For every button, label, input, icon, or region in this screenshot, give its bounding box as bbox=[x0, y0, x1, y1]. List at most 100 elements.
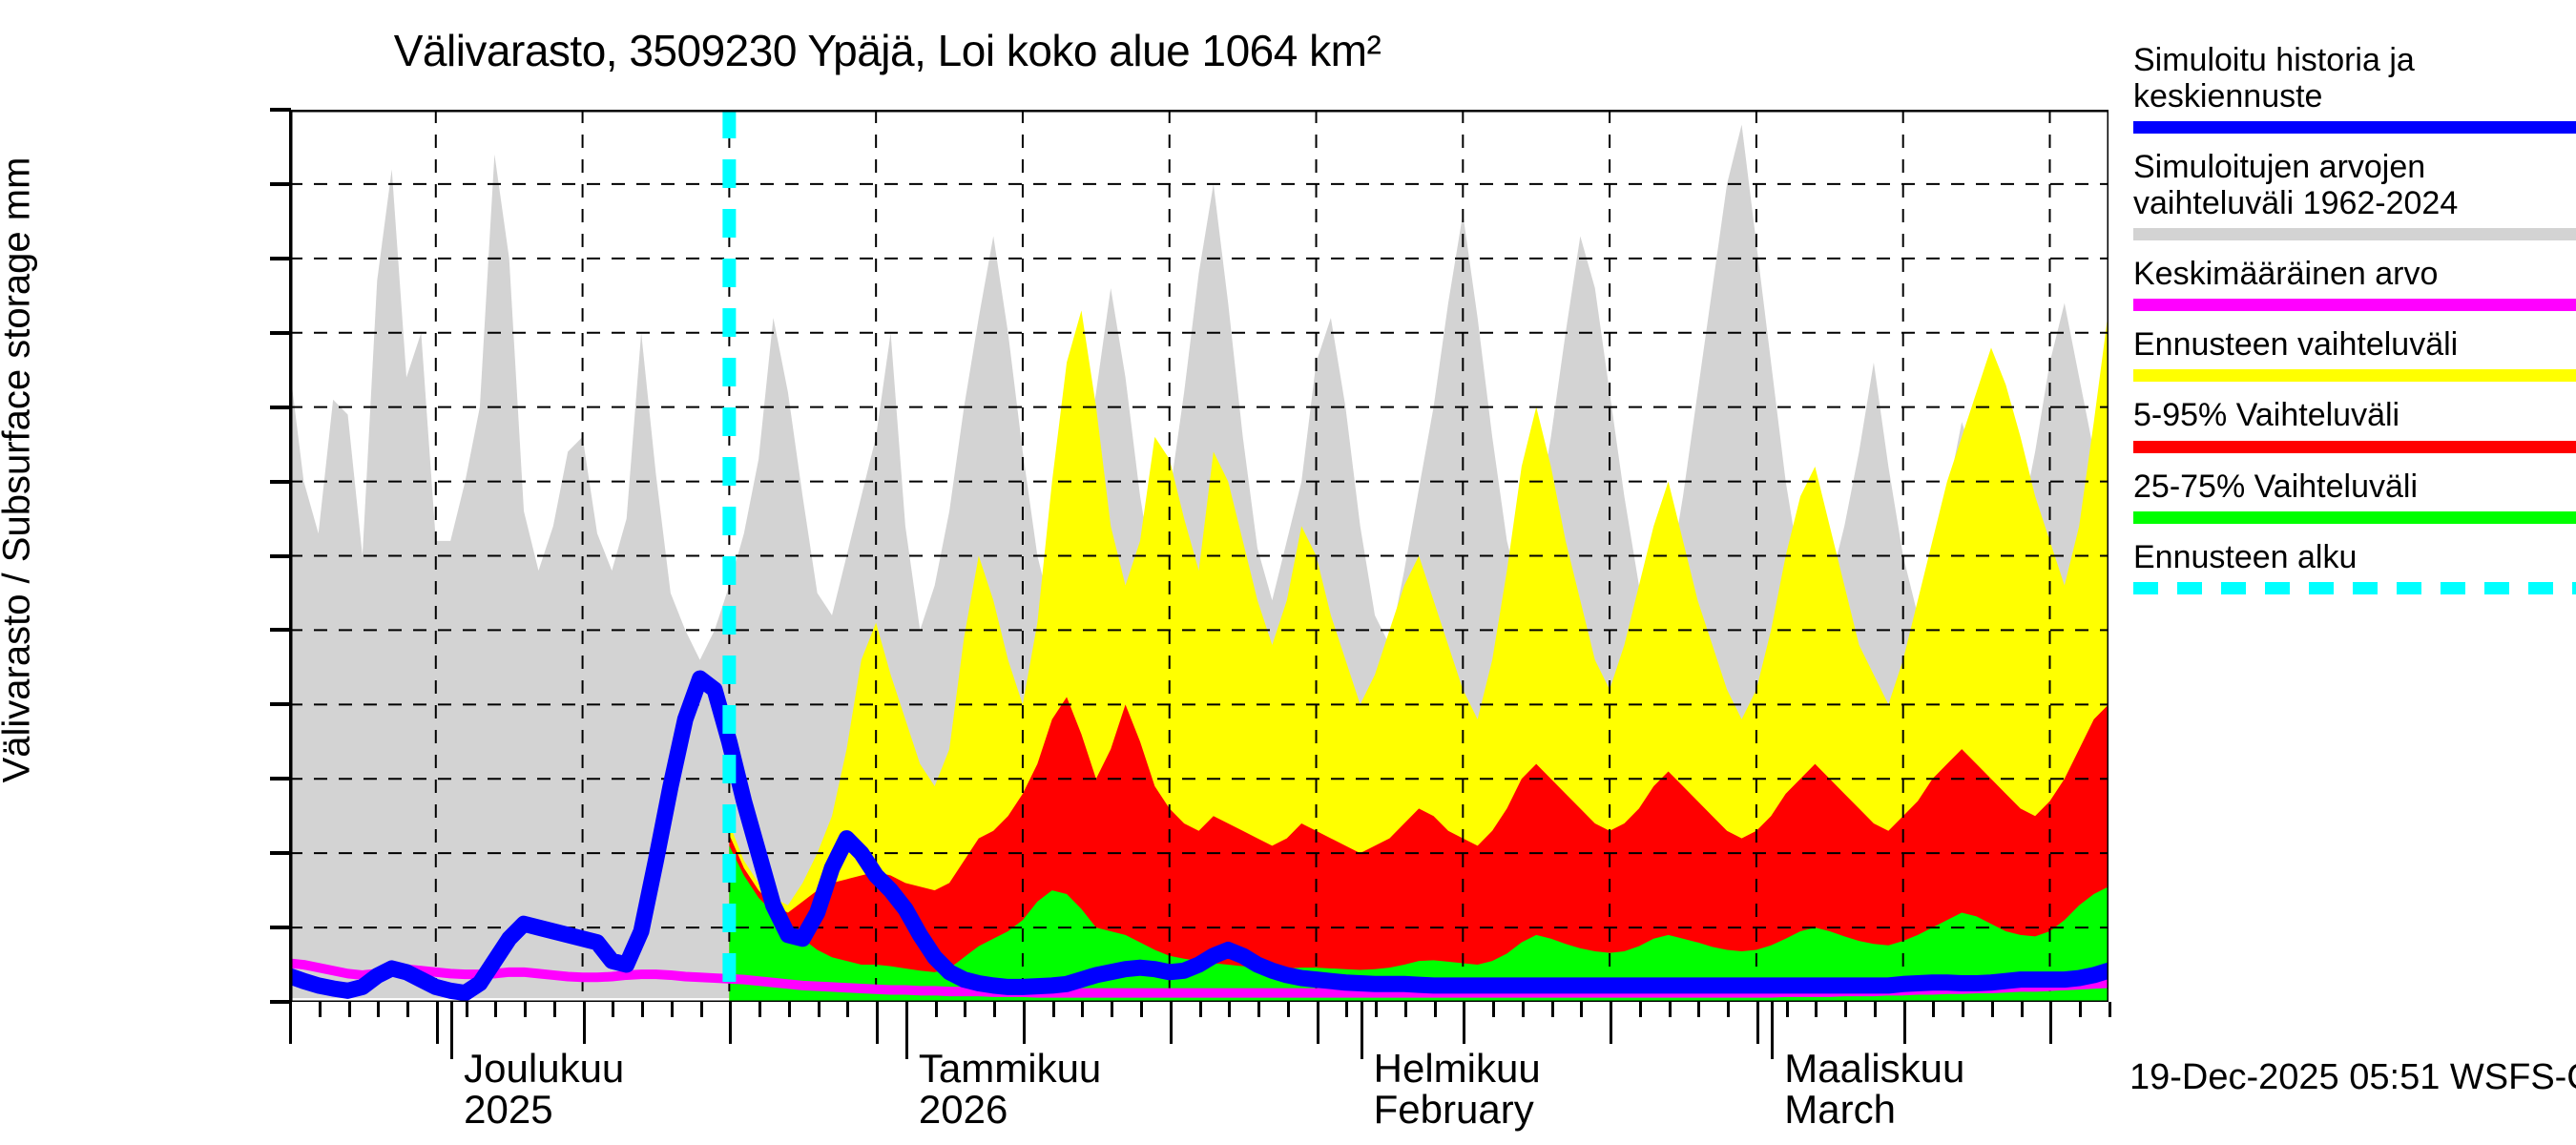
simulated-history-line bbox=[289, 670, 2109, 1002]
legend-label: 5-95% Vaihteluväli bbox=[2133, 397, 2400, 434]
x-tick-major bbox=[729, 1002, 733, 1044]
x-tick-minor bbox=[1962, 1002, 1965, 1017]
y-tick-mark bbox=[270, 1000, 291, 1004]
x-month-boundary-tick bbox=[904, 1002, 908, 1059]
x-tick-minor bbox=[1139, 1002, 1143, 1017]
x-tick-minor bbox=[2020, 1002, 2024, 1017]
y-tick-mark bbox=[270, 628, 291, 633]
p25-p75-band bbox=[729, 845, 2109, 1002]
x-tick-minor bbox=[347, 1002, 351, 1017]
x-tick-minor bbox=[1785, 1002, 1789, 1017]
x-tick-minor bbox=[1433, 1002, 1437, 1017]
x-tick-minor bbox=[1873, 1002, 1877, 1017]
legend-swatch bbox=[2133, 121, 2576, 135]
x-tick-minor bbox=[1228, 1002, 1232, 1017]
x-tick-minor bbox=[1375, 1002, 1379, 1017]
y-tick-mark bbox=[270, 256, 291, 260]
x-tick-minor bbox=[699, 1002, 703, 1017]
x-tick-minor bbox=[1697, 1002, 1701, 1017]
x-tick-minor bbox=[465, 1002, 468, 1017]
x-tick-minor bbox=[1990, 1002, 1994, 1017]
x-label-month: Joulukuu bbox=[464, 1046, 625, 1091]
x-tick-minor bbox=[787, 1002, 791, 1017]
x-tick-minor bbox=[1638, 1002, 1642, 1017]
legend-label: 25-75% Vaihteluväli bbox=[2133, 468, 2418, 505]
legend-label: Ennusteen alku bbox=[2133, 538, 2358, 575]
x-tick-minor bbox=[2079, 1002, 2083, 1017]
legend-swatch bbox=[2133, 299, 2576, 312]
x-tick-major bbox=[1022, 1002, 1026, 1044]
legend-label: Simuloitu historia ja keskiennuste bbox=[2133, 42, 2415, 115]
x-month-boundary-tick bbox=[450, 1002, 454, 1059]
legend-entry[interactable]: Ennusteen vaihteluväli bbox=[2133, 326, 2576, 383]
legend-entry[interactable]: 5-95% Vaihteluväli bbox=[2133, 397, 2576, 453]
x-label-sub: 2026 bbox=[918, 1087, 1008, 1133]
x-tick-minor bbox=[1492, 1002, 1496, 1017]
x-month-boundary-tick bbox=[1360, 1002, 1363, 1059]
legend-label: Keskimääräinen arvo bbox=[2133, 256, 2439, 293]
x-month-boundary-tick bbox=[1771, 1002, 1775, 1059]
legend-swatch bbox=[2133, 510, 2576, 524]
x-tick-minor bbox=[1844, 1002, 1848, 1017]
x-tick-major bbox=[1755, 1002, 1759, 1044]
x-tick-major bbox=[289, 1002, 292, 1044]
legend-swatch bbox=[2133, 440, 2576, 453]
legend-swatch bbox=[2133, 228, 2576, 241]
x-label-month: Helmikuu bbox=[1373, 1046, 1541, 1091]
x-tick-minor bbox=[552, 1002, 556, 1017]
x-tick-minor bbox=[1081, 1002, 1085, 1017]
x-tick-major bbox=[1463, 1002, 1466, 1044]
x-tick-minor bbox=[670, 1002, 674, 1017]
x-axis-month-label: Maaliskuu March bbox=[1784, 1048, 1964, 1131]
x-tick-minor bbox=[993, 1002, 997, 1017]
legend-entry[interactable]: Simuloitujen arvojen vaihteluväli 1962-2… bbox=[2133, 149, 2576, 241]
x-tick-minor bbox=[1521, 1002, 1525, 1017]
x-tick-minor bbox=[846, 1002, 850, 1017]
y-tick-mark bbox=[270, 777, 291, 781]
x-axis-month-label: Helmikuu February bbox=[1374, 1048, 1541, 1131]
x-tick-major bbox=[1169, 1002, 1173, 1044]
legend-entry[interactable]: Simuloitu historia ja keskiennuste bbox=[2133, 42, 2576, 135]
y-tick-mark bbox=[270, 108, 291, 112]
x-tick-major bbox=[582, 1002, 586, 1044]
x-tick-minor bbox=[1403, 1002, 1407, 1017]
legend-entry[interactable]: Keskimääräinen arvo bbox=[2133, 256, 2576, 312]
x-tick-minor bbox=[817, 1002, 821, 1017]
y-tick-mark bbox=[270, 405, 291, 409]
x-label-month: Maaliskuu bbox=[1784, 1046, 1965, 1091]
legend-entry[interactable]: 25-75% Vaihteluväli bbox=[2133, 468, 2576, 524]
x-tick-major bbox=[2049, 1002, 2053, 1044]
x-tick-minor bbox=[964, 1002, 967, 1017]
x-tick-minor bbox=[1111, 1002, 1114, 1017]
y-tick-mark bbox=[270, 926, 291, 930]
plot-svg bbox=[289, 110, 2109, 1002]
legend-swatch bbox=[2133, 369, 2576, 383]
y-tick-mark bbox=[270, 330, 291, 335]
x-tick-minor bbox=[758, 1002, 762, 1017]
x-tick-minor bbox=[1932, 1002, 1936, 1017]
x-tick-minor bbox=[318, 1002, 322, 1017]
x-tick-minor bbox=[1257, 1002, 1261, 1017]
x-tick-minor bbox=[641, 1002, 645, 1017]
x-tick-minor bbox=[1345, 1002, 1349, 1017]
x-tick-minor bbox=[934, 1002, 938, 1017]
x-tick-minor bbox=[1580, 1002, 1584, 1017]
x-tick-minor bbox=[494, 1002, 498, 1017]
x-tick-minor bbox=[1550, 1002, 1554, 1017]
y-tick-mark bbox=[270, 479, 291, 484]
x-tick-major bbox=[435, 1002, 439, 1044]
x-tick-major bbox=[1316, 1002, 1319, 1044]
x-tick-minor bbox=[1286, 1002, 1290, 1017]
legend-label: Simuloitujen arvojen vaihteluväli 1962-2… bbox=[2133, 149, 2459, 222]
x-tick-minor bbox=[1198, 1002, 1202, 1017]
x-label-sub: 2025 bbox=[464, 1087, 553, 1133]
x-tick-minor bbox=[1815, 1002, 1818, 1017]
x-label-month: Tammikuu bbox=[918, 1046, 1102, 1091]
x-label-sub: February bbox=[1373, 1087, 1534, 1133]
x-tick-minor bbox=[612, 1002, 615, 1017]
y-tick-mark bbox=[270, 181, 291, 186]
y-tick-mark bbox=[270, 702, 291, 707]
x-tick-major bbox=[1610, 1002, 1613, 1044]
x-axis-month-label: Joulukuu 2025 bbox=[464, 1048, 624, 1131]
legend-entry[interactable]: Ennusteen alku bbox=[2133, 539, 2576, 594]
